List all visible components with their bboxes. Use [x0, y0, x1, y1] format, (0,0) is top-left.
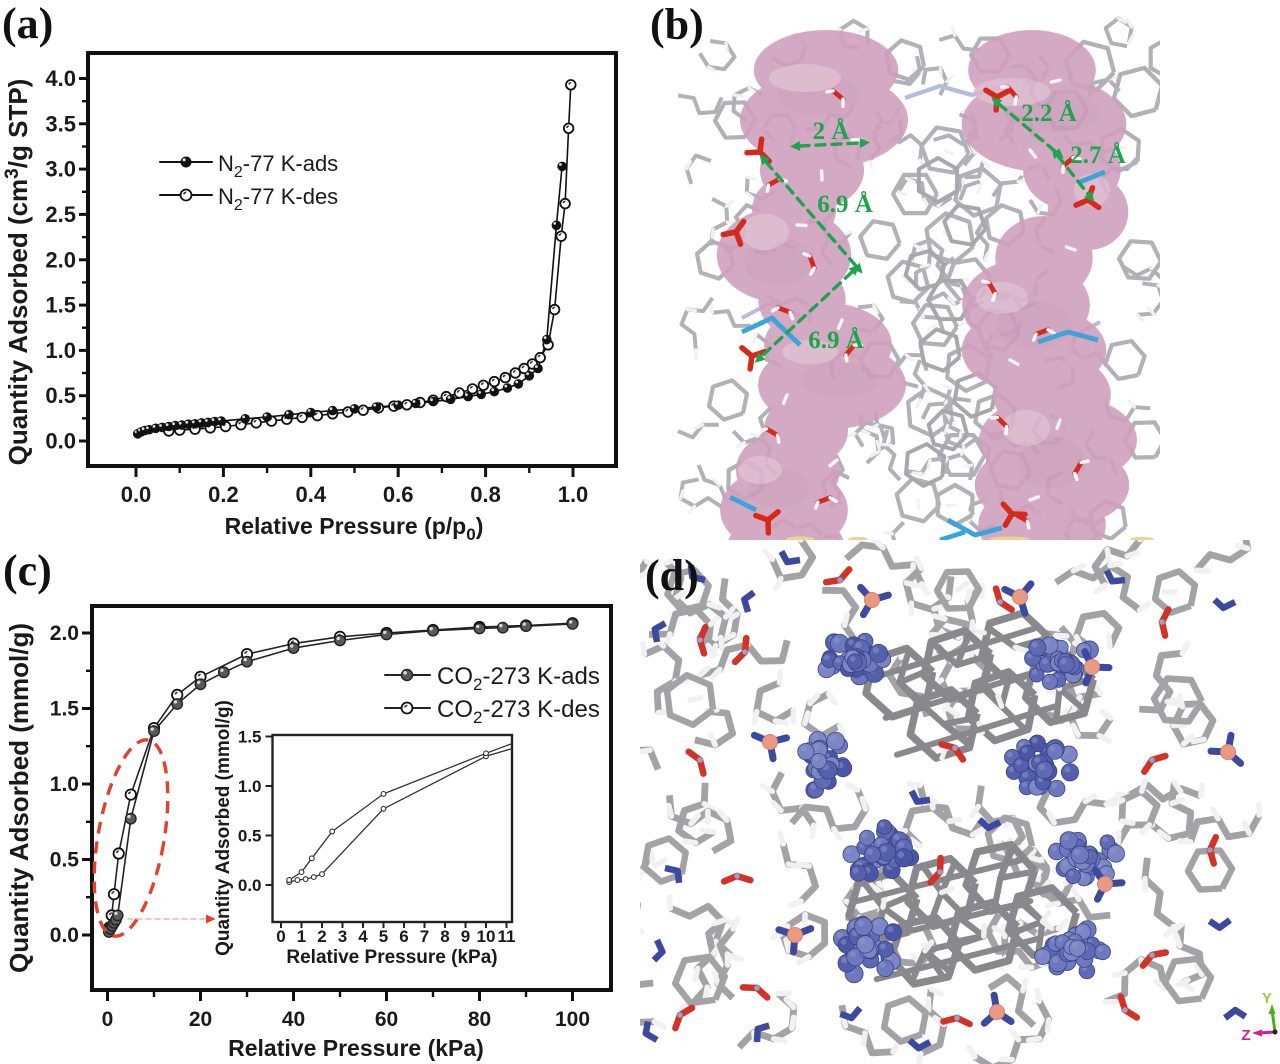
svg-text:1.0: 1.0	[45, 338, 76, 363]
svg-text:Y: Y	[1262, 990, 1272, 1007]
svg-text:1.5: 1.5	[238, 728, 262, 747]
svg-text:0.0: 0.0	[50, 924, 79, 947]
svg-text:1.0: 1.0	[50, 773, 79, 796]
svg-text:Z: Z	[1241, 1027, 1250, 1044]
svg-text:N2-77 K-des: N2-77 K-des	[218, 184, 338, 214]
svg-text:8: 8	[440, 927, 449, 946]
svg-text:1.0: 1.0	[238, 777, 262, 796]
svg-text:0.2: 0.2	[208, 482, 239, 507]
svg-text:2.0: 2.0	[50, 622, 79, 645]
svg-text:7: 7	[420, 927, 429, 946]
svg-text:1.5: 1.5	[45, 293, 76, 318]
svg-text:3.0: 3.0	[45, 157, 76, 182]
svg-text:0.0: 0.0	[121, 482, 152, 507]
svg-text:(a): (a)	[2, 0, 53, 48]
svg-text:100: 100	[555, 1008, 590, 1031]
svg-text:3.5: 3.5	[45, 111, 76, 136]
svg-text:1.5: 1.5	[50, 698, 80, 721]
svg-text:0.8: 0.8	[470, 482, 501, 507]
svg-text:(c): (c)	[3, 546, 52, 595]
svg-text:0: 0	[102, 1008, 114, 1031]
svg-text:(d): (d)	[645, 551, 699, 600]
svg-text:0.5: 0.5	[238, 827, 262, 846]
svg-text:Relative Pressure (kPa): Relative Pressure (kPa)	[286, 947, 497, 968]
svg-text:N2-77 K-ads: N2-77 K-ads	[218, 151, 338, 181]
svg-text:0.6: 0.6	[383, 482, 414, 507]
svg-text:Relative Pressure (p/p0): Relative Pressure (p/p0)	[225, 513, 484, 544]
svg-text:11: 11	[498, 927, 516, 946]
svg-text:4: 4	[358, 927, 368, 946]
svg-text:4.0: 4.0	[45, 66, 76, 91]
svg-text:3: 3	[338, 927, 347, 946]
svg-text:1.0: 1.0	[558, 482, 589, 507]
svg-text:10: 10	[477, 927, 496, 946]
svg-text:2.5: 2.5	[45, 202, 76, 227]
svg-text:Quantity Adsorbed (mmol/g): Quantity Adsorbed (mmol/g)	[4, 623, 34, 973]
svg-text:0: 0	[276, 927, 285, 946]
svg-text:0.5: 0.5	[45, 383, 76, 408]
svg-text:1: 1	[297, 927, 306, 946]
svg-text:9: 9	[461, 927, 470, 946]
svg-text:40: 40	[282, 1008, 305, 1031]
svg-text:2 Å: 2 Å	[813, 117, 850, 145]
svg-text:60: 60	[375, 1008, 398, 1031]
svg-text:20: 20	[189, 1008, 212, 1031]
svg-text:CO2-273 K-ads: CO2-273 K-ads	[437, 663, 600, 694]
svg-text:0.0: 0.0	[45, 429, 76, 454]
svg-text:6.9 Å: 6.9 Å	[808, 326, 864, 354]
svg-text:Quantity Adsorbed (mmol/g): Quantity Adsorbed (mmol/g)	[213, 700, 234, 956]
svg-text:0.0: 0.0	[238, 876, 262, 895]
svg-text:2: 2	[317, 927, 326, 946]
svg-text:0.5: 0.5	[50, 849, 80, 872]
svg-text:5: 5	[379, 927, 388, 946]
svg-text:Quantity Adsorbed (cm3/g STP): Quantity Adsorbed (cm3/g STP)	[2, 79, 33, 466]
svg-text:6: 6	[399, 927, 408, 946]
svg-text:2.0: 2.0	[45, 247, 76, 272]
svg-text:6.9 Å: 6.9 Å	[817, 190, 873, 218]
svg-text:(b): (b)	[650, 0, 704, 49]
svg-text:2.2 Å: 2.2 Å	[1021, 99, 1077, 127]
svg-text:0.4: 0.4	[296, 482, 327, 507]
svg-text:Relative Pressure (kPa): Relative Pressure (kPa)	[228, 1035, 484, 1061]
svg-text:CO2-273 K-des: CO2-273 K-des	[437, 696, 600, 727]
svg-text:2.7 Å: 2.7 Å	[1070, 141, 1126, 169]
svg-text:80: 80	[468, 1008, 491, 1031]
